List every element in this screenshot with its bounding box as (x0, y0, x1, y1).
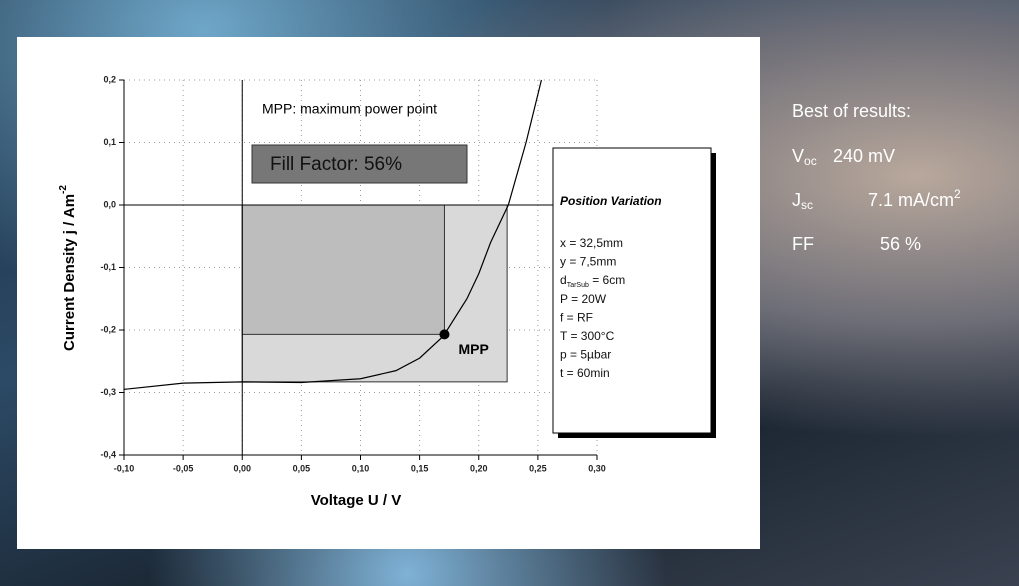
x-tick-label: 0,15 (411, 463, 429, 473)
result-value: 7.1 mA/cm2 (868, 187, 961, 210)
legend-item: y = 7,5mm (560, 255, 616, 269)
annotation: MPP: maximum power point (262, 101, 437, 117)
value: 7.1 mA/cm (868, 190, 954, 210)
mpp-point (439, 329, 450, 340)
x-axis-label: Voltage U / V (311, 492, 402, 509)
y-tick-label: -0,4 (100, 449, 116, 459)
result-symbol: FF (792, 234, 814, 254)
value: 240 mV (833, 146, 895, 166)
x-tick-label: 0,10 (352, 463, 370, 473)
legend-rest: = 6cm (589, 273, 625, 287)
fill-factor: Fill Factor: 56% (270, 154, 402, 175)
y-tick-label: -0,1 (100, 262, 116, 272)
legend-sub: TarSub (567, 282, 589, 289)
x-tick-label: -0,05 (173, 463, 194, 473)
legend-text: t = 60min (560, 366, 610, 380)
results-title: Best of results: (792, 101, 911, 121)
y-tick-label: -0,3 (100, 387, 116, 397)
legend-item: T = 300°C (560, 329, 615, 343)
legend-item: dTarSub = 6cm (560, 273, 625, 289)
legend-text: d (560, 273, 567, 287)
mpp-label: MPP (458, 341, 488, 357)
symbol-sub: sc (801, 198, 813, 212)
legend-item: t = 60min (560, 366, 610, 380)
legend-text: f = RF (560, 311, 593, 325)
legend-item: x = 32,5mm (560, 236, 623, 250)
symbol: J (792, 190, 801, 210)
legend-item: P = 20W (560, 292, 607, 306)
legend-item: p = 5µbar (560, 348, 611, 362)
x-tick-label: 0,25 (529, 463, 547, 473)
y-axis-label-sup: -2 (58, 185, 69, 194)
legend-item: f = RF (560, 311, 593, 325)
value: 56 % (880, 234, 921, 254)
x-tick-label: 0,20 (470, 463, 488, 473)
legend-text: p = 5µbar (560, 348, 611, 362)
symbol: V (792, 146, 804, 166)
mpp-rect (241, 204, 445, 335)
y-axis-label-text: Current Density j / Am (61, 194, 78, 351)
symbol-sub: oc (804, 154, 817, 168)
x-tick-label: 0,05 (293, 463, 311, 473)
fill-factor-box (251, 144, 468, 184)
y-axis-label: Current Density j / Am-2 (58, 185, 78, 351)
legend (552, 147, 712, 434)
legend-text: P = 20W (560, 292, 607, 306)
value-sup: 2 (954, 187, 961, 201)
y-tick-label: -0,2 (100, 324, 116, 334)
result-value: 56 % (880, 234, 921, 254)
legend-title: Position Variation (560, 194, 662, 208)
symbol: FF (792, 234, 814, 254)
iv-curve (123, 79, 543, 390)
y-tick-label: 0,1 (103, 137, 116, 147)
x-tick-label: 0,00 (233, 463, 251, 473)
y-tick-label: 0,2 (103, 74, 116, 84)
result-value: 240 mV (833, 146, 895, 166)
x-tick-label: 0,30 (588, 463, 606, 473)
result-symbol: Voc (792, 146, 817, 168)
legend-text: x = 32,5mm (560, 236, 623, 250)
y-tick-label: 0,0 (103, 199, 116, 209)
legend-text: y = 7,5mm (560, 255, 616, 269)
result-symbol: Jsc (792, 190, 813, 212)
legend-text: T = 300°C (560, 329, 615, 343)
x-tick-label: -0,10 (114, 463, 135, 473)
